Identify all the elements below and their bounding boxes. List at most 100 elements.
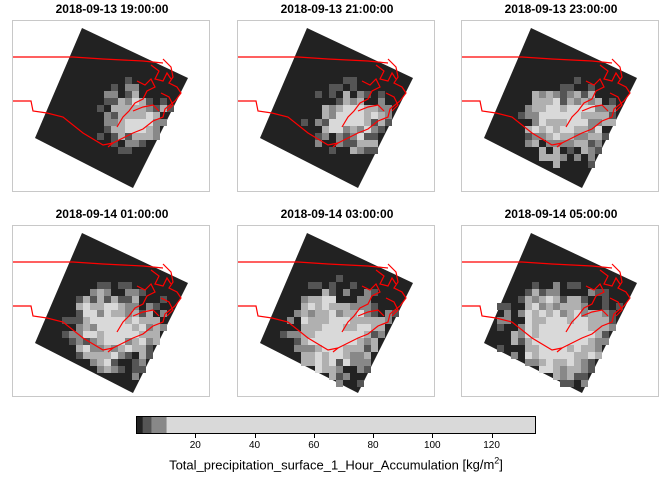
precip-cell: [371, 119, 378, 126]
precip-cell: [118, 126, 125, 133]
precip-cell: [350, 147, 357, 154]
precip-cell: [83, 317, 90, 324]
precip-cell: [132, 310, 139, 317]
precip-cell: [350, 119, 357, 126]
precip-cell: [104, 310, 111, 317]
precip-cell: [104, 331, 111, 338]
precip-cell: [588, 105, 595, 112]
precip-cell: [336, 105, 343, 112]
precip-cell: [357, 112, 364, 119]
coastline: [107, 58, 182, 148]
precip-cell: [357, 303, 364, 310]
precip-cell: [357, 331, 364, 338]
coastline: [332, 58, 407, 148]
precip-cell: [118, 296, 125, 303]
precip-cell: [111, 84, 118, 91]
precip-cell: [574, 140, 581, 147]
precip-cell: [343, 77, 350, 84]
precip-cell: [546, 359, 553, 366]
precip-cell: [350, 133, 357, 140]
coastline: [107, 263, 182, 353]
precip-cell: [357, 352, 364, 359]
precip-cell: [539, 119, 546, 126]
precip-cell: [69, 317, 76, 324]
precip-cell: [553, 303, 560, 310]
precip-cell: [539, 345, 546, 352]
precip-cell: [118, 366, 125, 373]
precip-cell: [525, 345, 532, 352]
precip-cell: [567, 126, 574, 133]
precip-cell: [322, 303, 329, 310]
precip-cell: [322, 126, 329, 133]
coastline: [332, 263, 407, 353]
precip-cell: [581, 345, 588, 352]
precip-cell: [350, 359, 357, 366]
precip-cell: [139, 119, 146, 126]
precip-cell: [553, 373, 560, 380]
precip-cell: [111, 98, 118, 105]
precip-cell: [532, 331, 539, 338]
precip-cell: [567, 282, 574, 289]
precip-cell: [574, 359, 581, 366]
precip-cell: [553, 338, 560, 345]
precip-cell: [315, 352, 322, 359]
precip-cell: [539, 359, 546, 366]
panel-title: 2018-09-14 03:00:00: [280, 207, 394, 221]
precip-cell: [581, 373, 588, 380]
precip-cell: [602, 133, 609, 140]
precip-cell: [560, 345, 567, 352]
precip-cell: [118, 112, 125, 119]
precip-cell: [329, 359, 336, 366]
precip-cell: [329, 91, 336, 98]
precip-cell: [581, 338, 588, 345]
precip-cell: [588, 147, 595, 154]
precip-cell: [97, 366, 104, 373]
precip-cell: [132, 98, 139, 105]
coastline: [132, 309, 160, 317]
precip-cell: [315, 91, 322, 98]
colorbar-tick: [313, 434, 315, 438]
precip-cell: [125, 352, 132, 359]
precip-cell: [567, 119, 574, 126]
precip-cell: [546, 133, 553, 140]
precip-cell: [139, 359, 146, 366]
precip-cell: [595, 324, 602, 331]
precip-cell: [539, 126, 546, 133]
precip-cell: [525, 303, 532, 310]
precip-cell: [97, 359, 104, 366]
precip-cell: [111, 359, 118, 366]
precip-cell: [336, 338, 343, 345]
precip-cell: [336, 373, 343, 380]
precip-cell: [595, 352, 602, 359]
precip-cell: [560, 331, 567, 338]
precip-cell: [581, 119, 588, 126]
precip-cell: [560, 133, 567, 140]
precip-cell: [546, 303, 553, 310]
precip-cell: [336, 119, 343, 126]
precip-cell: [602, 119, 609, 126]
precip-cell: [357, 133, 364, 140]
coastline: [375, 269, 397, 287]
colorbar-segment: [151, 417, 167, 433]
state-border: [462, 100, 563, 146]
precip-cell: [111, 91, 118, 98]
precip-cell: [602, 324, 609, 331]
precip-cell: [567, 91, 574, 98]
precip-cell: [118, 345, 125, 352]
state-border: [238, 100, 339, 146]
precip-cell: [146, 338, 153, 345]
precip-cell: [83, 345, 90, 352]
precip-cell: [139, 289, 146, 296]
precip-cell: [104, 352, 111, 359]
precip-cell: [97, 324, 104, 331]
precip-cell: [329, 324, 336, 331]
precip-cell: [111, 366, 118, 373]
precip-cell: [609, 119, 616, 126]
precip-cell: [125, 310, 132, 317]
precip-cell: [343, 98, 350, 105]
colorbar-tick-label: 40: [248, 440, 261, 451]
precip-cell: [539, 112, 546, 119]
precip-cell: [146, 126, 153, 133]
precip-cell: [553, 154, 560, 161]
precip-cell: [567, 324, 574, 331]
